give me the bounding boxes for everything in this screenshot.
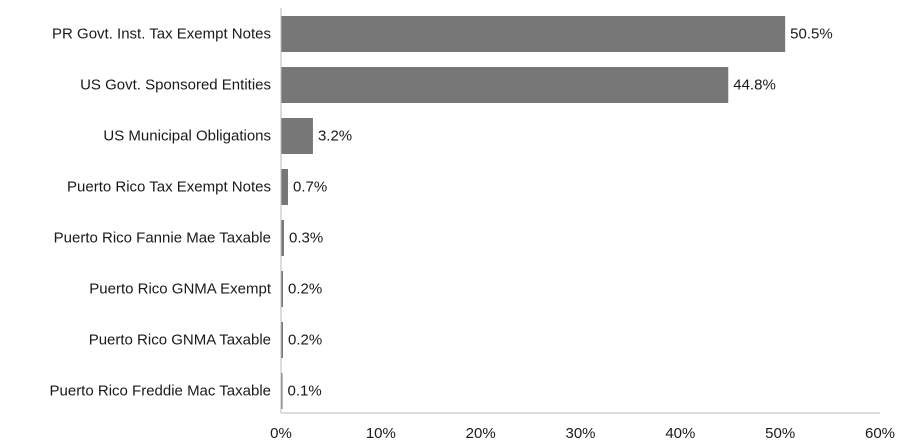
x-tick-label: 50% bbox=[765, 425, 795, 442]
category-label: Puerto Rico GNMA Exempt bbox=[89, 281, 272, 298]
data-label: 0.1% bbox=[288, 383, 322, 400]
bar bbox=[281, 220, 284, 256]
x-tick-label: 60% bbox=[865, 425, 895, 442]
bars-group bbox=[281, 16, 786, 409]
category-labels: PR Govt. Inst. Tax Exempt Notes US Govt. … bbox=[50, 26, 272, 400]
x-tick-label: 10% bbox=[366, 425, 396, 442]
data-label: 0.2% bbox=[288, 332, 322, 349]
x-tick-label: 0% bbox=[270, 425, 292, 442]
category-label: Puerto Rico GNMA Taxable bbox=[89, 332, 271, 349]
x-tick-label: 40% bbox=[665, 425, 695, 442]
category-label: US Municipal Obligations bbox=[103, 128, 271, 145]
data-label: 50.5% bbox=[790, 26, 833, 43]
category-label: Puerto Rico Fannie Mae Taxable bbox=[54, 230, 271, 247]
data-labels: 50.5% 44.8% 3.2% 0.7% 0.3% 0.2% 0.2% 0.1% bbox=[288, 26, 833, 400]
bar bbox=[281, 16, 786, 52]
x-tick-labels: 0% 10% 20% 30% 40% 50% 60% bbox=[270, 425, 895, 442]
bar bbox=[281, 373, 283, 409]
bar bbox=[281, 67, 729, 103]
bar bbox=[281, 271, 283, 307]
category-label: PR Govt. Inst. Tax Exempt Notes bbox=[52, 26, 271, 43]
bar bbox=[281, 322, 283, 358]
bar bbox=[281, 118, 313, 154]
data-label: 3.2% bbox=[318, 128, 352, 145]
category-label: Puerto Rico Tax Exempt Notes bbox=[67, 179, 271, 196]
bar bbox=[281, 169, 288, 205]
data-label: 0.2% bbox=[288, 281, 322, 298]
category-label: US Govt. Sponsored Entities bbox=[80, 77, 271, 94]
x-tick-label: 20% bbox=[466, 425, 496, 442]
category-label: Puerto Rico Freddie Mac Taxable bbox=[50, 383, 272, 400]
data-label: 44.8% bbox=[733, 77, 776, 94]
x-tick-label: 30% bbox=[565, 425, 595, 442]
data-label: 0.7% bbox=[293, 179, 327, 196]
data-label: 0.3% bbox=[289, 230, 323, 247]
